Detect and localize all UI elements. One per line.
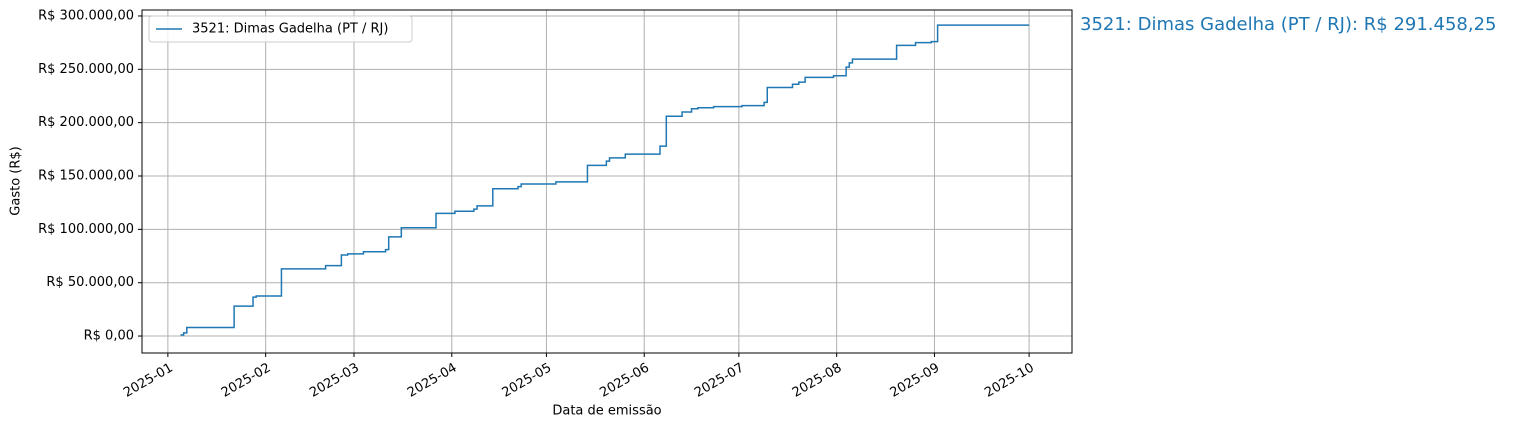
x-tick-label: 2025-05 bbox=[500, 361, 555, 401]
x-tick-label: 2025-02 bbox=[219, 361, 274, 401]
x-tick-label: 2025-08 bbox=[790, 361, 845, 401]
y-tick-label: R$ 250.000,00 bbox=[38, 62, 134, 77]
plot-frame bbox=[141, 9, 1073, 354]
x-tick-label: 2025-07 bbox=[692, 361, 747, 401]
data-line bbox=[180, 24, 1030, 336]
legend: 3521: Dimas Gadelha (PT / RJ) bbox=[148, 15, 413, 43]
x-tick-label: 2025-09 bbox=[888, 361, 943, 401]
y-tick-label: R$ 150.000,00 bbox=[38, 169, 134, 184]
y-tick-label: R$ 0,00 bbox=[84, 329, 134, 344]
legend-label: 3521: Dimas Gadelha (PT / RJ) bbox=[192, 22, 388, 37]
y-tick-label: R$ 50.000,00 bbox=[46, 275, 134, 290]
y-tick-label: R$ 100.000,00 bbox=[38, 222, 134, 237]
x-axis-label: Data de emissão bbox=[552, 404, 661, 419]
y-tick-label: R$ 200.000,00 bbox=[38, 115, 134, 130]
y-axis-label: Gasto (R$) bbox=[9, 146, 24, 215]
x-tick-label: 2025-04 bbox=[405, 361, 460, 401]
legend-box bbox=[148, 15, 413, 43]
annotation: 3521: Dimas Gadelha (PT / RJ): R$ 291.45… bbox=[1080, 14, 1497, 35]
x-tick-label: 2025-03 bbox=[307, 361, 362, 401]
x-tick-label: 2025-01 bbox=[121, 361, 176, 401]
x-tick-label: 2025-10 bbox=[982, 361, 1037, 401]
y-tick-label: R$ 300.000,00 bbox=[38, 8, 134, 23]
x-tick-label: 2025-06 bbox=[597, 361, 652, 401]
